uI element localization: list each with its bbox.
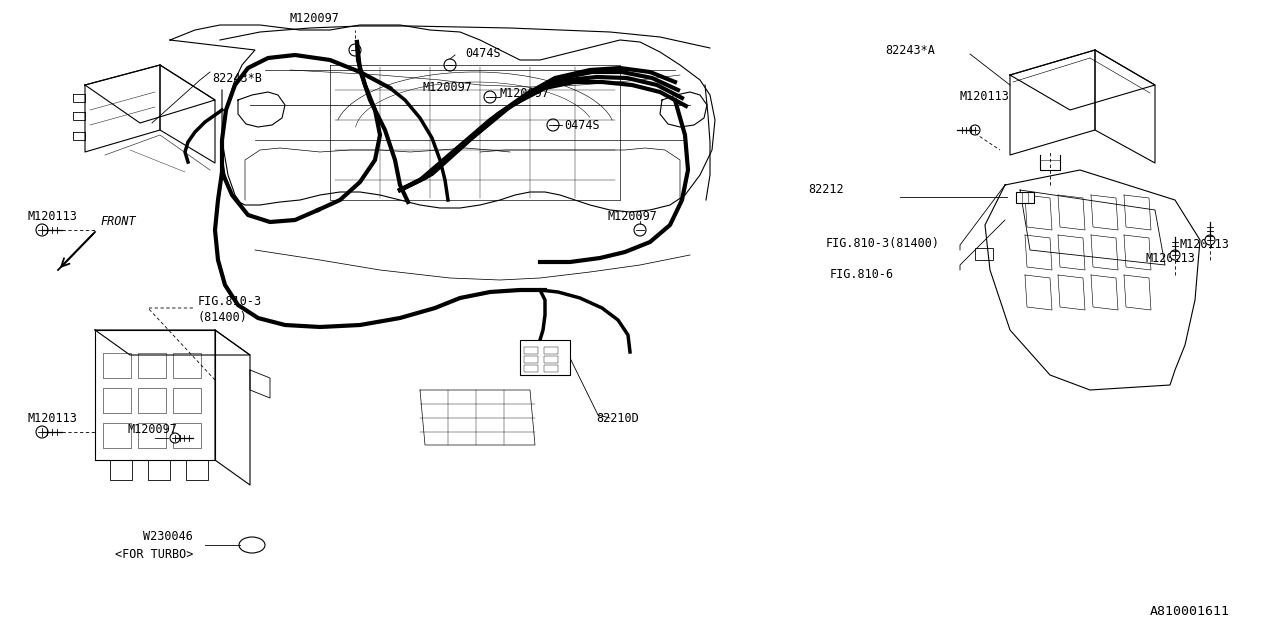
Text: FRONT: FRONT [100,215,136,228]
Bar [102,353,131,378]
Text: A810001611: A810001611 [1149,605,1230,618]
Text: FIG.810-3(81400): FIG.810-3(81400) [826,237,940,250]
Polygon shape [1020,190,1165,265]
Bar [138,388,166,413]
Circle shape [1204,235,1215,245]
Text: 82243*B: 82243*B [212,72,262,84]
Text: 82243*A: 82243*A [884,44,934,57]
Text: (81400): (81400) [198,311,248,324]
Bar [1016,191,1034,202]
Polygon shape [1094,50,1155,163]
Circle shape [1170,250,1180,260]
Bar [173,388,201,413]
Polygon shape [250,370,270,398]
Bar [524,365,538,372]
Circle shape [970,125,980,135]
Bar [173,353,201,378]
Text: 82212: 82212 [808,183,844,196]
Polygon shape [986,170,1201,390]
Bar [544,356,558,363]
Text: M120113: M120113 [960,90,1010,103]
Bar [524,347,538,354]
Text: W230046: W230046 [143,530,193,543]
Polygon shape [1010,50,1155,110]
Text: 0474S: 0474S [465,47,500,60]
Circle shape [36,224,49,236]
Text: M120097: M120097 [500,87,550,100]
Bar [544,347,558,354]
Text: M120097: M120097 [291,12,340,25]
Polygon shape [160,65,215,163]
Bar [520,340,570,375]
Polygon shape [95,330,215,460]
Circle shape [170,433,180,443]
Bar [544,365,558,372]
Polygon shape [170,25,716,212]
Text: M120097: M120097 [422,81,472,94]
Polygon shape [1010,50,1094,155]
Circle shape [36,426,49,438]
Bar [138,353,166,378]
Text: 82210D: 82210D [596,412,639,425]
Polygon shape [660,92,707,127]
Bar [138,423,166,448]
Polygon shape [84,65,160,152]
Text: M120113: M120113 [1146,252,1194,265]
Bar [524,356,538,363]
Polygon shape [238,92,285,127]
Text: M120113: M120113 [1180,238,1230,251]
Text: M120113: M120113 [28,412,78,425]
Text: M120097: M120097 [128,423,178,436]
Text: FIG.810-3: FIG.810-3 [198,295,262,308]
Text: 0474S: 0474S [564,119,599,132]
Polygon shape [215,330,250,485]
Text: <FOR TURBO>: <FOR TURBO> [115,548,193,561]
Bar [975,248,993,260]
Bar [102,388,131,413]
Bar [102,423,131,448]
Polygon shape [84,65,215,123]
Text: M120097: M120097 [608,210,658,223]
Bar [173,423,201,448]
Text: M120113: M120113 [28,210,78,223]
Polygon shape [95,330,250,355]
Text: FIG.810-6: FIG.810-6 [829,268,895,281]
